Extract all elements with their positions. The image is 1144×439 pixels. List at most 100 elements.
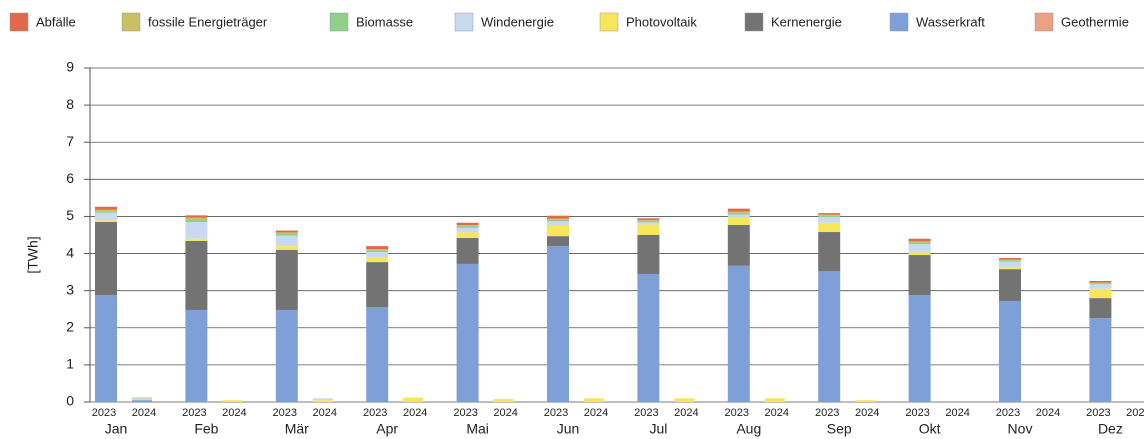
bar-segment [95, 295, 117, 402]
year-label: 2024 [674, 407, 698, 419]
legend-swatch [121, 12, 141, 32]
bar-segment [366, 246, 389, 250]
bar-segment [312, 400, 333, 402]
bar-segment [456, 227, 479, 233]
x-tick-label: Aug [736, 421, 761, 437]
bar-segment [95, 212, 117, 221]
year-label: 2023 [905, 407, 929, 419]
bar-segment [185, 240, 208, 310]
y-tick-label: 7 [66, 133, 74, 149]
bar-segment [818, 213, 841, 215]
year-label: 2023 [453, 407, 477, 419]
bar-segment [1089, 288, 1112, 299]
x-tick-label: Dez [1098, 421, 1123, 437]
bar-segment [818, 215, 841, 218]
bar-segment [818, 232, 841, 271]
year-label: 2023 [544, 407, 568, 419]
bar-segment [185, 309, 208, 402]
bar-segment [999, 267, 1021, 270]
bar-segment [584, 398, 604, 402]
bar-segment [95, 222, 117, 296]
y-tick-label: 1 [66, 356, 74, 372]
bar-segment [1089, 318, 1112, 402]
bar-segment [727, 214, 750, 218]
bar-segment [727, 265, 750, 402]
bar-segment [637, 220, 660, 221]
year-label: 2024 [765, 407, 789, 419]
x-tick-label: Feb [194, 421, 218, 437]
bar-segment [95, 209, 117, 212]
x-tick-label: Mai [466, 421, 489, 437]
bar-segment [185, 238, 208, 241]
y-axis-label: [TWh] [25, 236, 41, 273]
year-label: 2023 [363, 407, 387, 419]
legend-swatch [9, 12, 29, 32]
y-tick-label: 9 [66, 59, 74, 75]
bar-segment [908, 255, 931, 296]
legend-swatch [889, 12, 909, 32]
bar-segment [637, 235, 660, 274]
bar-segment [275, 246, 298, 250]
year-label: 2024 [945, 407, 969, 419]
bar-segment [637, 220, 660, 223]
year-label: 2024 [222, 407, 246, 419]
bar-segment [456, 263, 479, 402]
bar-segment [999, 269, 1021, 302]
bar-segment [727, 217, 750, 225]
y-tick-label: 0 [66, 393, 74, 409]
bar-segment [1089, 298, 1112, 319]
y-tick-label: 6 [66, 170, 74, 186]
bar-segment [727, 224, 750, 266]
bar-segment [547, 246, 569, 402]
bar-segment [366, 262, 389, 307]
year-label: 2024 [584, 407, 608, 419]
bar-segment [456, 222, 479, 225]
bar-segment [456, 224, 479, 227]
bar-segment [818, 270, 841, 402]
year-label: 2023 [725, 407, 749, 419]
bar-segment [999, 301, 1021, 402]
year-label: 2023 [634, 407, 658, 419]
bar-segment [222, 400, 243, 402]
bar-segment [818, 214, 841, 216]
year-label: 2023 [1086, 407, 1110, 419]
x-tick-label: Sep [827, 421, 852, 437]
y-tick-label: 3 [66, 281, 74, 297]
x-tick-label: Okt [919, 421, 941, 437]
bar-segment [999, 259, 1021, 261]
legend-label: Windenergie [481, 14, 554, 29]
bar-segment [908, 295, 931, 402]
bar-segment [185, 222, 208, 239]
bar-segment [1089, 281, 1112, 283]
legend-label: Geothermie [1061, 14, 1129, 29]
bar-segment [185, 219, 208, 223]
bar-segment [764, 398, 785, 402]
bar-segment [366, 257, 389, 263]
year-label: 2024 [132, 407, 156, 419]
legend-swatch [1034, 12, 1054, 32]
bar-segment [366, 306, 389, 402]
y-tick-label: 2 [66, 318, 74, 334]
bar-segment [818, 222, 841, 233]
bar-segment [275, 235, 298, 247]
bar-segment [366, 250, 389, 253]
year-label: 2023 [815, 407, 839, 419]
bar-segment [275, 233, 298, 236]
bar-segment [818, 217, 841, 223]
legend-label: Photovoltaik [626, 14, 697, 29]
year-label: 2024 [855, 407, 879, 419]
bar-segment [637, 222, 660, 225]
bar-segment [456, 232, 479, 238]
year-label: 2024 [1036, 407, 1060, 419]
bar-segment [727, 211, 750, 213]
legend-label: fossile Energieträger [148, 14, 268, 29]
bar-segment [547, 236, 569, 247]
bar-segment [908, 252, 931, 256]
bar-segment [547, 218, 569, 220]
bar-segment [999, 258, 1021, 260]
bar-segment [1089, 283, 1112, 285]
bar-segment [999, 261, 1021, 268]
bar-segment [185, 215, 208, 218]
bar-segment [275, 230, 298, 233]
